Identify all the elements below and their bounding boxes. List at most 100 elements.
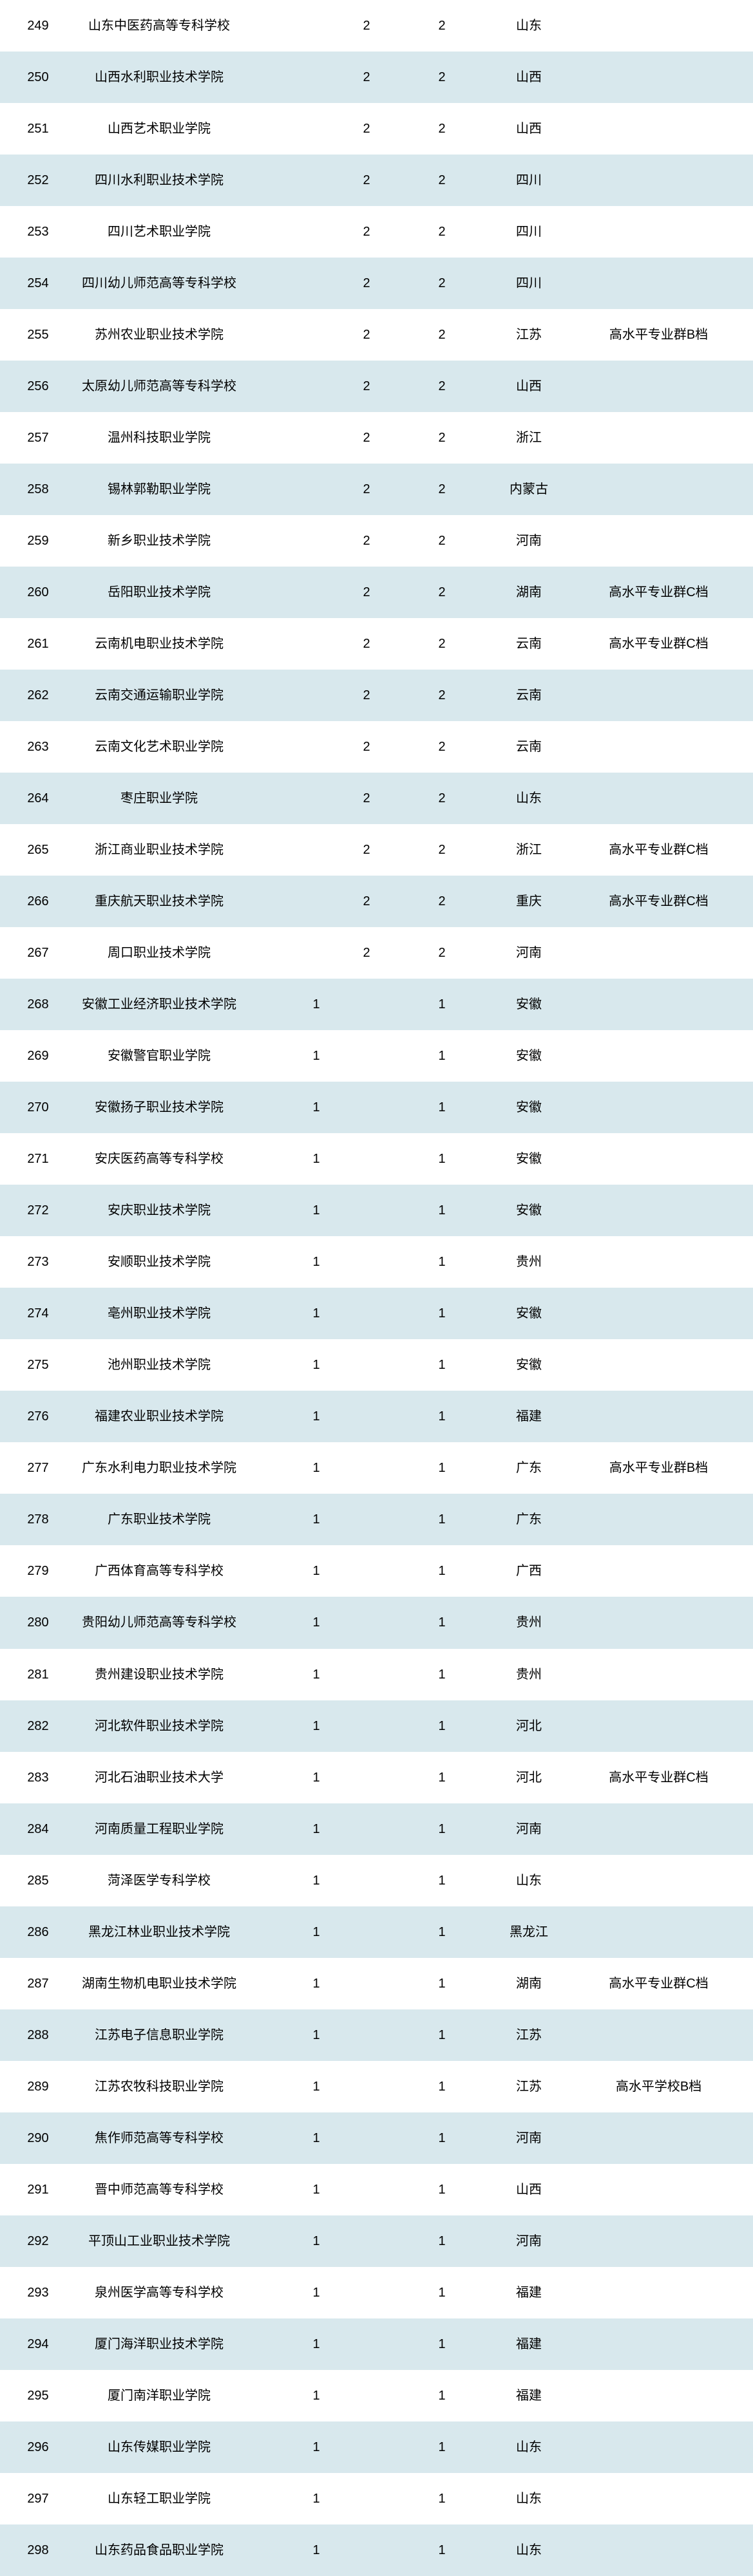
- table-row[interactable]: 273 安顺职业技术学院 1 1 贵州: [0, 1236, 753, 1288]
- cell-note: [564, 773, 753, 824]
- cell-value-a: 1: [242, 1133, 390, 1185]
- table-row[interactable]: 285 菏泽医学专科学校 1 1 山东: [0, 1854, 753, 1906]
- cell-value-b-text: 1: [438, 1100, 446, 1115]
- cell-value-a-text: 1: [312, 1821, 320, 1836]
- cell-value-a-text: 1: [312, 2182, 320, 2197]
- cell-value-b-text: 2: [438, 122, 446, 136]
- table-row[interactable]: 252 四川水利职业技术学院 2 2 四川: [0, 155, 753, 207]
- cell-rank: 279: [0, 1545, 76, 1597]
- cell-value-a: 2: [242, 52, 390, 103]
- table-row[interactable]: 280 贵阳幼儿师范高等专科学校 1 1 贵州: [0, 1597, 753, 1649]
- table-row[interactable]: 293 泉州医学高等专科学校 1 1 福建: [0, 2266, 753, 2318]
- cell-value-a-text: 1: [312, 1049, 320, 1064]
- table-row[interactable]: 256 太原幼儿师范高等专科学校 2 2 山西: [0, 361, 753, 413]
- cell-value-b: 1: [390, 1649, 493, 1700]
- cell-value-b: 1: [390, 2061, 493, 2112]
- table-row[interactable]: 251 山西艺术职业学院 2 2 山西: [0, 103, 753, 155]
- table-row[interactable]: 262 云南交通运输职业学院 2 2 云南: [0, 670, 753, 722]
- cell-note: 高水平专业群C档: [564, 1752, 753, 1803]
- table-row[interactable]: 296 山东传媒职业学院 1 1 山东: [0, 2421, 753, 2473]
- cell-note: [564, 721, 753, 773]
- cell-note: [564, 1803, 753, 1855]
- cell-province-text: 四川: [516, 173, 542, 188]
- table-row[interactable]: 294 厦门海洋职业技术学院 1 1 福建: [0, 2318, 753, 2370]
- table-row[interactable]: 272 安庆职业技术学院 1 1 安徽: [0, 1185, 753, 1237]
- cell-school-name: 江苏农牧科技职业学院: [76, 2061, 242, 2112]
- table-row[interactable]: 290 焦作师范高等专科学校 1 1 河南: [0, 2112, 753, 2164]
- table-row[interactable]: 254 四川幼儿师范高等专科学校 2 2 四川: [0, 258, 753, 310]
- table-row[interactable]: 286 黑龙江林业职业技术学院 1 1 黑龙江: [0, 1906, 753, 1958]
- cell-province: 四川: [493, 155, 564, 206]
- cell-school-name: 岳阳职业技术学院: [76, 567, 242, 618]
- table-row[interactable]: 269 安徽警官职业学院 1 1 安徽: [0, 1030, 753, 1082]
- cell-rank-text: 293: [27, 2285, 49, 2300]
- table-row[interactable]: 295 厦门南洋职业学院 1 1 福建: [0, 2369, 753, 2421]
- cell-rank-text: 294: [27, 2336, 49, 2351]
- table-row[interactable]: 271 安庆医药高等专科学校 1 1 安徽: [0, 1133, 753, 1185]
- table-row[interactable]: 284 河南质量工程职业学院 1 1 河南: [0, 1803, 753, 1855]
- cell-school-name: 浙江商业职业技术学院: [76, 824, 242, 876]
- cell-province: 山西: [493, 361, 564, 412]
- cell-school-name-text: 亳州职业技术学院: [108, 1306, 211, 1321]
- table-row[interactable]: 270 安徽扬子职业技术学院 1 1 安徽: [0, 1082, 753, 1134]
- cell-school-name-text: 池州职业技术学院: [108, 1358, 211, 1373]
- cell-rank-text: 282: [27, 1718, 49, 1733]
- cell-note: [564, 103, 753, 155]
- cell-value-a: 2: [242, 515, 390, 567]
- table-row[interactable]: 255 苏州农业职业技术学院 2 2 江苏 高水平专业群B档: [0, 309, 753, 361]
- table-row[interactable]: 282 河北软件职业技术学院 1 1 河北: [0, 1700, 753, 1752]
- table-row[interactable]: 278 广东职业技术学院 1 1 广东: [0, 1494, 753, 1546]
- table-row[interactable]: 259 新乡职业技术学院 2 2 河南: [0, 515, 753, 567]
- table-row[interactable]: 274 亳州职业技术学院 1 1 安徽: [0, 1288, 753, 1340]
- table-row[interactable]: 268 安徽工业经济职业技术学院 1 1 安徽: [0, 979, 753, 1031]
- table-row[interactable]: 292 平顶山工业职业技术学院 1 1 河南: [0, 2215, 753, 2267]
- cell-note: [564, 515, 753, 567]
- table-row[interactable]: 297 山东轻工职业学院 1 1 山东: [0, 2472, 753, 2524]
- table-row[interactable]: 263 云南文化艺术职业学院 2 2 云南: [0, 721, 753, 773]
- table-row[interactable]: 258 锡林郭勒职业学院 2 2 内蒙古: [0, 464, 753, 516]
- cell-province: 湖南: [493, 1958, 564, 2009]
- cell-school-name-text: 云南文化艺术职业学院: [95, 740, 224, 755]
- cell-value-b: 2: [390, 721, 493, 773]
- table-row[interactable]: 298 山东药品食品职业学院 1 1 山东: [0, 2524, 753, 2576]
- cell-rank-text: 295: [27, 2388, 49, 2403]
- table-row[interactable]: 291 晋中师范高等专科学校 1 1 山西: [0, 2163, 753, 2215]
- table-row[interactable]: 266 重庆航天职业技术学院 2 2 重庆 高水平专业群C档: [0, 876, 753, 928]
- cell-value-a-text: 2: [363, 225, 370, 240]
- cell-province: 浙江: [493, 824, 564, 876]
- cell-province: 河南: [493, 515, 564, 567]
- cell-province-text: 山东: [516, 2491, 542, 2506]
- table-row[interactable]: 288 江苏电子信息职业学院 1 1 江苏: [0, 2009, 753, 2061]
- table-row[interactable]: 279 广西体育高等专科学校 1 1 广西: [0, 1545, 753, 1597]
- table-row[interactable]: 253 四川艺术职业学院 2 2 四川: [0, 206, 753, 258]
- cell-province: 江苏: [493, 309, 564, 361]
- cell-value-b: 2: [390, 258, 493, 309]
- table-row[interactable]: 261 云南机电职业技术学院 2 2 云南 高水平专业群C档: [0, 618, 753, 670]
- cell-rank: 270: [0, 1082, 76, 1133]
- table-row[interactable]: 287 湖南生物机电职业技术学院 1 1 湖南 高水平专业群C档: [0, 1957, 753, 2009]
- cell-value-a-text: 1: [312, 1512, 320, 1527]
- table-row[interactable]: 277 广东水利电力职业技术学院 1 1 广东 高水平专业群B档: [0, 1442, 753, 1494]
- cell-value-a-text: 1: [312, 1203, 320, 1218]
- table-row[interactable]: 276 福建农业职业技术学院 1 1 福建: [0, 1391, 753, 1443]
- table-row[interactable]: 283 河北石油职业技术大学 1 1 河北 高水平专业群C档: [0, 1751, 753, 1803]
- table-row[interactable]: 249 山东中医药高等专科学校 2 2 山东: [0, 0, 753, 52]
- cell-school-name-text: 苏州农业职业技术学院: [95, 328, 224, 343]
- table-row[interactable]: 264 枣庄职业学院 2 2 山东: [0, 773, 753, 825]
- cell-rank-text: 275: [27, 1358, 49, 1373]
- table-row[interactable]: 265 浙江商业职业技术学院 2 2 浙江 高水平专业群C档: [0, 824, 753, 876]
- cell-province-text: 山东: [516, 2440, 542, 2454]
- cell-note: [564, 670, 753, 721]
- table-row[interactable]: 260 岳阳职业技术学院 2 2 湖南 高水平专业群C档: [0, 567, 753, 619]
- table-row[interactable]: 267 周口职业技术学院 2 2 河南: [0, 927, 753, 979]
- table-row[interactable]: 281 贵州建设职业技术学院 1 1 贵州: [0, 1648, 753, 1700]
- table-row[interactable]: 289 江苏农牧科技职业学院 1 1 江苏 高水平学校B档: [0, 2060, 753, 2112]
- cell-province: 广东: [493, 1442, 564, 1494]
- table-row[interactable]: 257 温州科技职业学院 2 2 浙江: [0, 412, 753, 464]
- cell-school-name-text: 太原幼儿师范高等专科学校: [82, 379, 236, 394]
- cell-school-name: 安庆医药高等专科学校: [76, 1133, 242, 1185]
- table-row[interactable]: 250 山西水利职业技术学院 2 2 山西: [0, 52, 753, 104]
- cell-value-b-text: 2: [438, 379, 446, 394]
- table-row[interactable]: 275 池州职业技术学院 1 1 安徽: [0, 1339, 753, 1391]
